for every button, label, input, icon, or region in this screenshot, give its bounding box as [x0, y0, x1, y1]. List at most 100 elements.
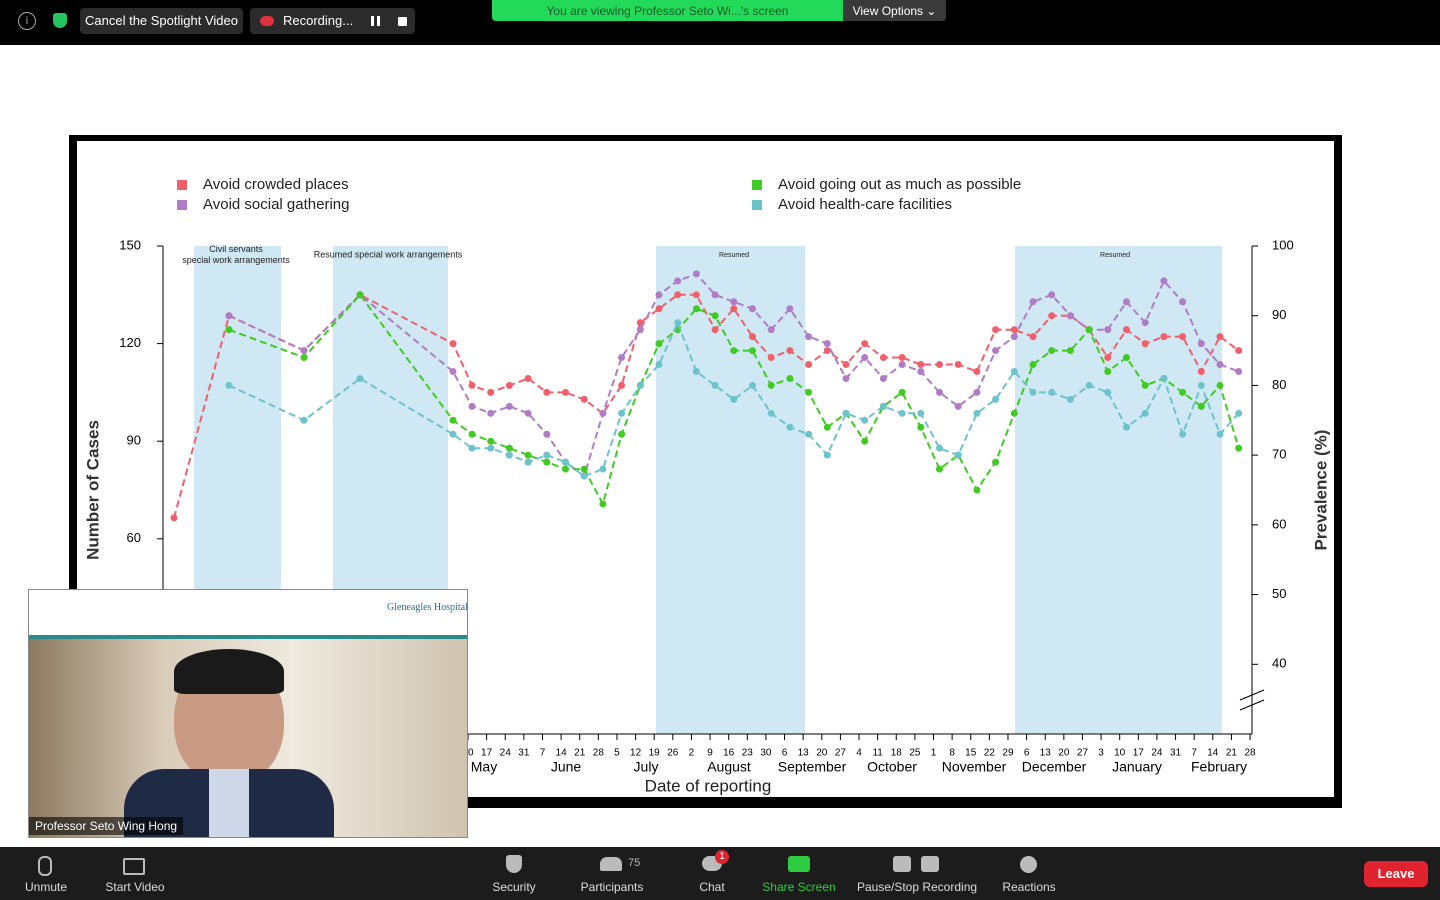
data-point [992, 458, 1000, 466]
data-point [805, 388, 813, 396]
x-tick-label: 24 [500, 748, 512, 759]
top-bar: i Cancel the Spotlight Video Recording..… [0, 0, 1440, 45]
data-point [300, 416, 308, 424]
shield-icon[interactable] [53, 13, 67, 28]
data-point [823, 451, 831, 459]
data-point [879, 374, 887, 382]
x-tick-label: 19 [649, 748, 661, 759]
data-point [449, 416, 457, 424]
x-tick-label: 25 [909, 748, 921, 759]
data-point [1048, 347, 1056, 355]
y2-tick-label: 50 [1272, 586, 1286, 601]
data-point [1216, 333, 1224, 341]
month-label: June [551, 759, 582, 775]
chat-button[interactable]: 1 Chat [672, 847, 752, 900]
data-point [1010, 333, 1018, 341]
data-point [711, 381, 719, 389]
x-tick-label: 6 [782, 748, 788, 759]
recording-box: Recording... [250, 8, 415, 34]
stop-button[interactable] [398, 17, 407, 26]
data-point [1123, 326, 1130, 334]
video-tile[interactable]: Gleneagles Hospital Professor Seto Wing … [28, 589, 468, 838]
data-point [300, 347, 308, 355]
pause-button[interactable] [371, 16, 380, 26]
x-tick-label: 12 [630, 748, 642, 759]
security-button[interactable]: Security [474, 847, 554, 900]
record-icon [260, 16, 274, 26]
data-point [730, 298, 738, 306]
data-point [468, 430, 476, 438]
data-point [692, 291, 700, 299]
info-icon[interactable]: i [18, 12, 36, 30]
data-point [487, 388, 495, 396]
x-tick-label: 14 [556, 748, 568, 759]
data-point [711, 326, 719, 334]
x-tick-label: 7 [1191, 748, 1197, 759]
data-point [1029, 361, 1037, 369]
data-point [674, 291, 682, 299]
data-point [992, 326, 1000, 334]
recording-button[interactable]: Pause/Stop Recording [857, 847, 977, 900]
x-tick-label: 8 [949, 748, 955, 759]
data-point [973, 486, 981, 494]
share-screen-button[interactable]: Share Screen [759, 847, 839, 900]
spotlight-button[interactable]: Cancel the Spotlight Video [80, 8, 243, 34]
x-tick-label: 16 [723, 748, 735, 759]
data-point [1123, 354, 1130, 362]
data-point [692, 367, 700, 375]
data-point [1197, 381, 1205, 389]
reactions-button[interactable]: Reactions [989, 847, 1069, 900]
legend-label: Avoid crowded places [203, 176, 349, 193]
chat-badge: 1 [715, 850, 729, 864]
data-point [917, 423, 925, 431]
data-point [1197, 340, 1205, 348]
x-tick-label: 28 [1244, 748, 1256, 759]
data-point [954, 361, 962, 369]
data-point [225, 381, 233, 389]
data-point [487, 444, 495, 452]
data-point [1216, 381, 1224, 389]
data-point [1179, 388, 1187, 396]
x-tick-label: 21 [574, 748, 586, 759]
y2-tick-label: 40 [1272, 656, 1286, 671]
y-tick-label: 90 [127, 433, 141, 448]
leave-button[interactable]: Leave [1364, 861, 1428, 887]
data-point [936, 465, 943, 473]
data-point [730, 347, 738, 355]
view-options[interactable]: View Options ⌄ [843, 0, 946, 21]
legend-swatch [752, 200, 762, 210]
unmute-button[interactable]: Unmute [0, 847, 90, 900]
y2-tick-label: 60 [1272, 516, 1286, 531]
data-point [505, 444, 513, 452]
month-label: December [1022, 759, 1087, 775]
data-point [468, 381, 476, 389]
month-label: July [634, 759, 659, 775]
legend-label: Avoid social gathering [203, 196, 349, 213]
data-point [1123, 423, 1130, 431]
data-point [505, 381, 513, 389]
data-point [861, 340, 869, 348]
hair [174, 649, 284, 694]
participants-button[interactable]: 75 Participants [572, 847, 652, 900]
share-screen-label: Share Screen [762, 880, 836, 894]
data-point [786, 423, 794, 431]
data-point [1141, 319, 1149, 327]
data-point [1235, 409, 1243, 417]
data-point [1104, 367, 1112, 375]
data-point [992, 395, 1000, 403]
y2-tick-label: 90 [1272, 307, 1286, 322]
data-point [1066, 395, 1074, 403]
period-annotation: Civil servants special work arrangements [182, 244, 290, 265]
data-point [898, 409, 906, 417]
data-point [543, 430, 551, 438]
x-tick-label: 28 [593, 748, 605, 759]
start-video-button[interactable]: Start Video [90, 847, 180, 900]
data-point [936, 388, 943, 396]
view-options-label: View Options [852, 4, 924, 18]
x-tick-label: 22 [984, 748, 996, 759]
recording-label: Recording... [283, 13, 354, 28]
data-point [767, 381, 775, 389]
data-point [225, 312, 233, 320]
data-point [749, 381, 756, 389]
shirt [209, 769, 249, 837]
